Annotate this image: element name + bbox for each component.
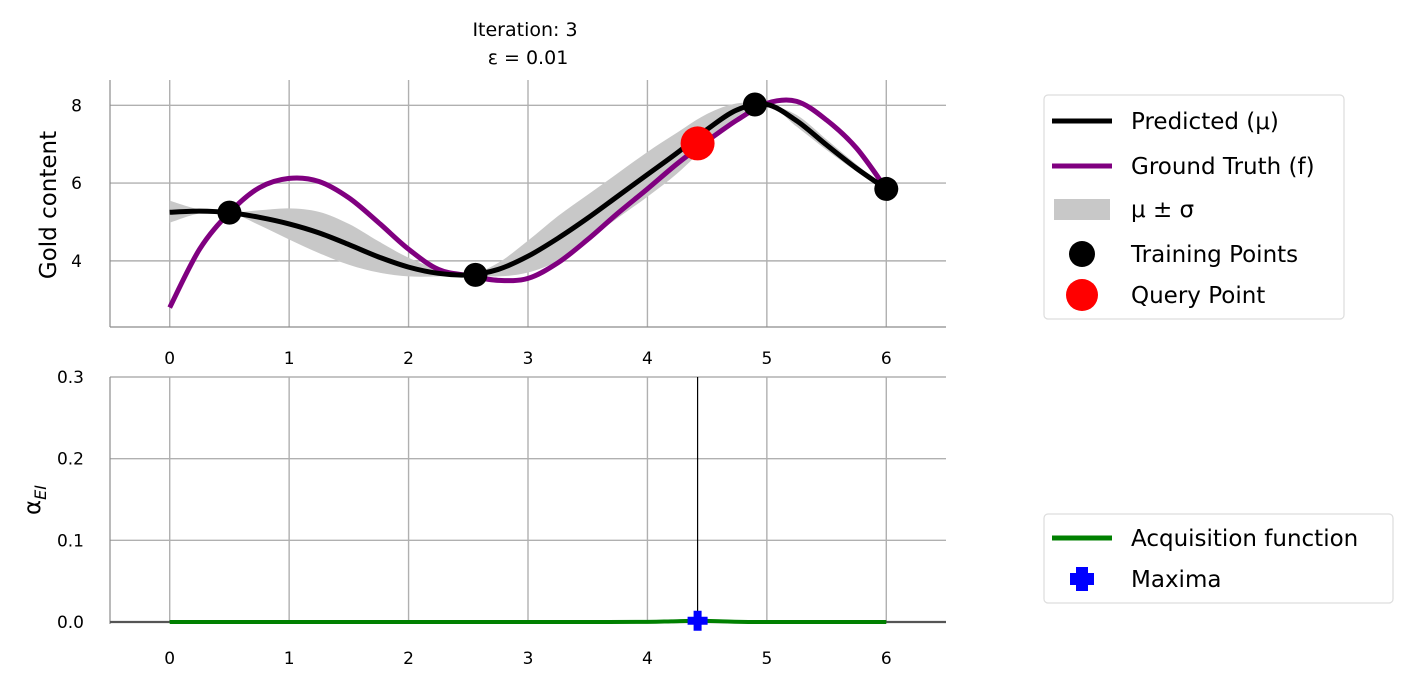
top-y-tick-label: 6: [71, 174, 82, 194]
top-x-tick-label: 0: [164, 349, 175, 369]
bottom-y-tick-label: 0.0: [57, 613, 84, 633]
legend-query-swatch: [1066, 279, 1098, 311]
top-x-tick-label: 6: [881, 349, 892, 369]
bottom-legend: Acquisition function Maxima: [1043, 513, 1394, 604]
chart-subtitle: ε = 0.01: [488, 47, 569, 69]
bottom-grid: [110, 376, 946, 623]
training-point: [874, 176, 899, 201]
sigma-band: [169, 102, 887, 277]
training-points: [217, 92, 899, 287]
bottom-legend-frame: [1043, 513, 1394, 604]
chart-title: Iteration: 3: [472, 19, 577, 41]
legend-band-label: μ ± σ: [1131, 197, 1194, 223]
top-y-ticks: 4 6 8: [71, 96, 82, 272]
legend-maxima-label: Maxima: [1131, 567, 1221, 593]
bottom-x-tick-label: 4: [642, 649, 653, 669]
top-x-tick-label: 3: [523, 349, 534, 369]
bottom-x-ticks: 0 1 2 3 4 5 6: [164, 649, 891, 669]
legend-acq-label: Acquisition function: [1131, 526, 1358, 552]
top-legend-frame: [1043, 94, 1345, 320]
top-x-tick-label: 1: [284, 349, 295, 369]
bottom-x-tick-label: 1: [284, 649, 295, 669]
top-x-tick-label: 4: [642, 349, 653, 369]
training-point: [463, 262, 488, 287]
top-x-tick-label: 2: [403, 349, 414, 369]
bottom-x-tick-label: 6: [881, 649, 892, 669]
acquisition-line: [169, 618, 887, 625]
training-point: [742, 92, 767, 117]
bottom-x-tick-label: 0: [164, 649, 175, 669]
bottom-x-tick-label: 5: [761, 649, 772, 669]
bottom-x-tick-label: 3: [523, 649, 534, 669]
bottom-panel: 0 1 2 3 4 5 6 0.0 0.1 0.2 0.3 αEI: [20, 368, 946, 669]
query-points: [680, 126, 715, 161]
bottom-y-tick-label: 0.1: [57, 531, 84, 551]
query-point: [680, 126, 715, 161]
top-panel: Iteration: 3 ε = 0.01 0 1 2 3 4 5 6 4 6 8 Gold c…: [36, 19, 946, 369]
legend-training-label: Training Points: [1130, 242, 1298, 268]
bottom-x-tick-label: 2: [403, 649, 414, 669]
legend-band-swatch: [1054, 199, 1110, 220]
top-legend: Predicted (μ) Ground Truth (f) μ ± σ Tra…: [1043, 94, 1345, 320]
training-point: [217, 200, 242, 225]
bottom-y-axis-label: αEI: [20, 485, 50, 515]
top-y-tick-label: 4: [71, 252, 82, 272]
top-x-tick-label: 5: [761, 349, 772, 369]
maxima-marker: [687, 610, 708, 631]
legend-truth-label: Ground Truth (f): [1131, 154, 1315, 180]
legend-query-label: Query Point: [1131, 283, 1265, 309]
bottom-y-tick-label: 0.2: [57, 450, 84, 470]
top-y-tick-label: 8: [71, 96, 82, 116]
maxima-markers: [687, 610, 708, 631]
top-x-ticks: 0 1 2 3 4 5 6: [164, 349, 891, 369]
top-y-axis-label: Gold content: [36, 131, 62, 279]
legend-predicted-label: Predicted (μ): [1131, 109, 1279, 135]
legend-training-swatch: [1069, 241, 1095, 267]
bottom-y-ticks: 0.0 0.1 0.2 0.3: [57, 368, 84, 633]
legend-maxima-swatch: [1070, 567, 1094, 591]
bottom-y-tick-label: 0.3: [57, 368, 84, 388]
